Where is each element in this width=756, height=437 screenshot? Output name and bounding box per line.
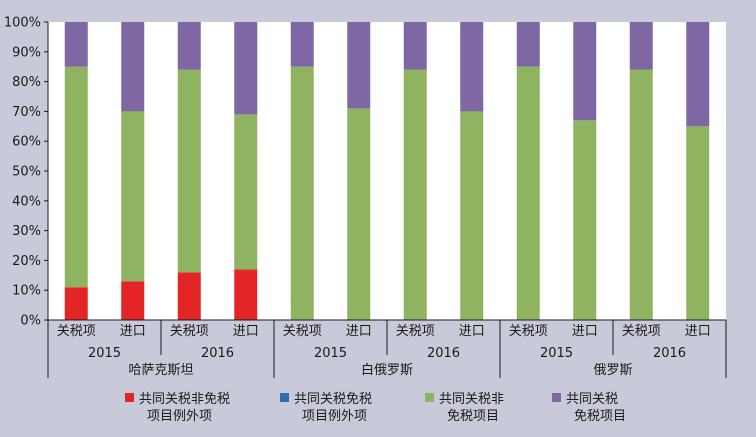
bar-segment — [573, 120, 597, 320]
bar-segment — [64, 66, 88, 288]
legend-swatch — [552, 393, 561, 402]
legend-swatch — [425, 393, 434, 402]
y-tick-label: 100% — [4, 16, 41, 31]
plot-background — [48, 22, 726, 320]
bar-segment — [686, 126, 710, 320]
x-axis: 关税项 进口 关税项 进口 关税项 进口 关税项 进口 关税项 进口 关税项 进口 2015 2016 20… — [47, 22, 727, 378]
x-year-label: 2016 — [653, 346, 686, 361]
x-category-label: 关税项 — [396, 324, 435, 339]
bar-segment — [629, 69, 653, 321]
bar-segment — [516, 22, 540, 67]
y-tick-label: 30% — [12, 224, 41, 239]
bar-segment — [686, 22, 710, 127]
x-category-label: 进口 — [685, 324, 711, 339]
bar-segment — [290, 22, 314, 67]
y-tick-label: 20% — [12, 254, 41, 269]
bar-segment — [347, 22, 371, 109]
legend-label: 免税项目 — [447, 409, 499, 424]
y-tick-label: 0% — [20, 314, 41, 329]
legend-swatch — [125, 393, 134, 402]
legend-label: 项目例外项 — [147, 409, 212, 424]
x-category-label: 进口 — [233, 324, 259, 339]
bar-segment — [177, 272, 201, 320]
y-tick-label: 40% — [12, 194, 41, 209]
x-category-label: 关税项 — [509, 324, 548, 339]
bar-segment — [234, 269, 258, 320]
y-tick-label: 50% — [12, 165, 41, 180]
bar-segment — [177, 22, 201, 70]
bar-segment — [629, 22, 653, 70]
bar-segment — [460, 111, 484, 321]
x-country-label: 白俄罗斯 — [361, 362, 413, 378]
bar-segment — [403, 22, 427, 70]
bar-segment — [460, 22, 484, 112]
bars — [64, 22, 710, 321]
x-category-label: 进口 — [346, 324, 372, 339]
bar-segment — [121, 281, 145, 320]
x-category-label: 进口 — [572, 324, 598, 339]
legend-swatch — [280, 393, 289, 402]
x-category-label: 关税项 — [170, 324, 209, 339]
bar-segment — [234, 114, 258, 270]
x-year-label: 2016 — [201, 346, 234, 361]
x-category-label: 进口 — [459, 324, 485, 339]
x-category-label: 关税项 — [57, 324, 96, 339]
y-tick-label: 90% — [12, 45, 41, 60]
x-category-label: 进口 — [120, 324, 146, 339]
bar-segment — [403, 69, 427, 321]
bar-segment — [573, 22, 597, 121]
y-tick-label: 80% — [12, 75, 41, 90]
x-year-label: 2015 — [314, 346, 347, 361]
x-country-label: 俄罗斯 — [593, 363, 632, 378]
x-year-label: 2016 — [427, 346, 460, 361]
bar-segment — [347, 108, 371, 320]
legend-label: 免税项目 — [574, 409, 626, 424]
legend-label: 共同关税非 — [439, 392, 504, 407]
x-year-label: 2015 — [540, 346, 573, 361]
x-category-label: 关税项 — [622, 324, 661, 339]
legend-label: 共同关税免税 — [294, 392, 372, 407]
bar-segment — [64, 22, 88, 67]
bar-segment — [516, 66, 540, 320]
legend-label: 共同关税 — [566, 392, 618, 407]
y-tick-label: 10% — [12, 284, 41, 299]
bar-segment — [290, 66, 314, 320]
bar-segment — [121, 22, 145, 112]
y-axis-ticks: 0% 10% 20% 30% 40% 50% 60% 70% 80% 90% 100% — [4, 16, 48, 329]
y-tick-label: 60% — [12, 135, 41, 150]
y-tick-label: 70% — [12, 105, 41, 120]
bar-segment — [177, 69, 201, 273]
legend-label: 共同关税非免税 — [139, 392, 230, 407]
legend-label: 项目例外项 — [302, 409, 367, 424]
x-category-label: 关税项 — [283, 324, 322, 339]
bar-segment — [234, 22, 258, 115]
bar-segment — [64, 287, 88, 320]
bar-segment — [121, 111, 145, 282]
x-country-label: 哈萨克斯坦 — [128, 363, 193, 378]
x-year-label: 2015 — [88, 346, 121, 361]
